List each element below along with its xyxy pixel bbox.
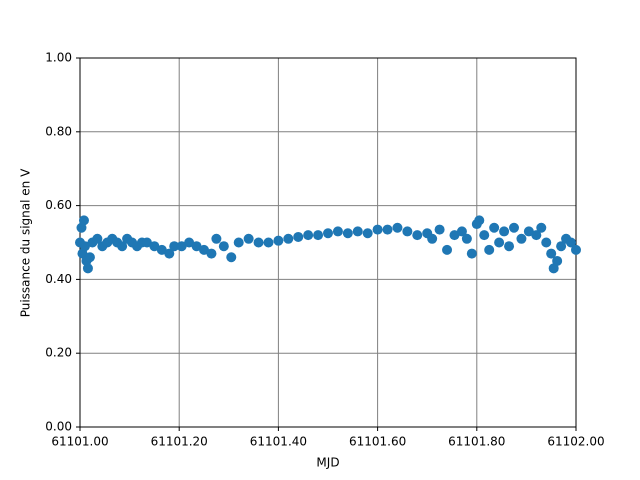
y-tick-label: 0.80 — [45, 124, 72, 138]
data-point — [504, 241, 515, 252]
y-tick-label: 1.00 — [45, 51, 72, 65]
data-point — [523, 226, 534, 237]
data-point — [489, 222, 500, 233]
data-point — [461, 233, 472, 244]
data-point — [499, 226, 510, 237]
data-point — [79, 241, 90, 252]
x-tick-label: 61101.80 — [448, 435, 505, 449]
data-point — [474, 215, 485, 226]
data-point — [226, 252, 237, 263]
x-tick-label: 61101.40 — [250, 435, 307, 449]
y-axis-label: Puissance du signal en V — [19, 168, 33, 317]
data-point — [176, 241, 187, 252]
data-point — [313, 230, 324, 241]
data-point — [78, 215, 89, 226]
data-point — [141, 237, 152, 248]
data-point — [552, 255, 563, 266]
x-tick-label: 61101.00 — [51, 435, 108, 449]
data-point — [199, 244, 209, 255]
data-point — [164, 248, 175, 259]
data-point — [449, 230, 460, 241]
data-point — [273, 235, 284, 246]
data-point — [442, 244, 453, 255]
data-point — [84, 252, 95, 263]
data-point — [536, 222, 547, 233]
data-point — [191, 241, 202, 252]
data-point — [156, 244, 167, 255]
data-point — [283, 233, 294, 244]
x-axis-label: MJD — [316, 456, 339, 470]
data-point — [169, 241, 180, 252]
data-point — [516, 233, 527, 244]
data-point — [263, 237, 274, 248]
data-point — [479, 230, 490, 241]
y-tick-label: 0.60 — [45, 198, 72, 212]
data-point — [211, 233, 222, 244]
data-point — [392, 222, 403, 233]
data-point — [362, 228, 373, 239]
data-point — [303, 230, 314, 241]
data-point — [466, 248, 477, 259]
data-point — [332, 226, 343, 237]
y-tick-label: 0.20 — [45, 346, 72, 360]
data-point — [494, 237, 505, 248]
data-point — [531, 230, 542, 241]
data-point — [541, 237, 552, 248]
data-point — [427, 233, 438, 244]
data-point — [293, 231, 304, 242]
data-point — [184, 237, 195, 248]
data-point — [352, 226, 363, 237]
data-point — [92, 233, 103, 244]
x-tick-label: 61101.20 — [151, 435, 208, 449]
data-point — [546, 248, 557, 259]
y-tick-label: 0.40 — [45, 272, 72, 286]
data-point — [402, 226, 413, 237]
data-point — [509, 222, 519, 233]
data-point — [206, 248, 217, 259]
data-point — [556, 241, 567, 252]
data-point — [82, 263, 93, 274]
data-point — [233, 237, 244, 248]
data-point — [149, 241, 160, 252]
data-point — [382, 224, 393, 235]
data-point — [117, 241, 128, 252]
data-point — [253, 237, 264, 248]
data-point — [571, 244, 581, 255]
data-point — [412, 230, 423, 241]
x-tick-label: 61102.00 — [547, 435, 604, 449]
data-point — [456, 226, 467, 237]
x-tick-label: 61101.60 — [349, 435, 406, 449]
data-point — [342, 228, 353, 239]
data-point — [243, 233, 254, 244]
data-point — [323, 228, 333, 239]
data-point — [434, 224, 445, 235]
data-point — [484, 244, 495, 255]
y-tick-label: 0.00 — [45, 420, 72, 434]
data-point — [566, 237, 577, 248]
data-point — [218, 241, 229, 252]
data-point — [372, 224, 383, 235]
